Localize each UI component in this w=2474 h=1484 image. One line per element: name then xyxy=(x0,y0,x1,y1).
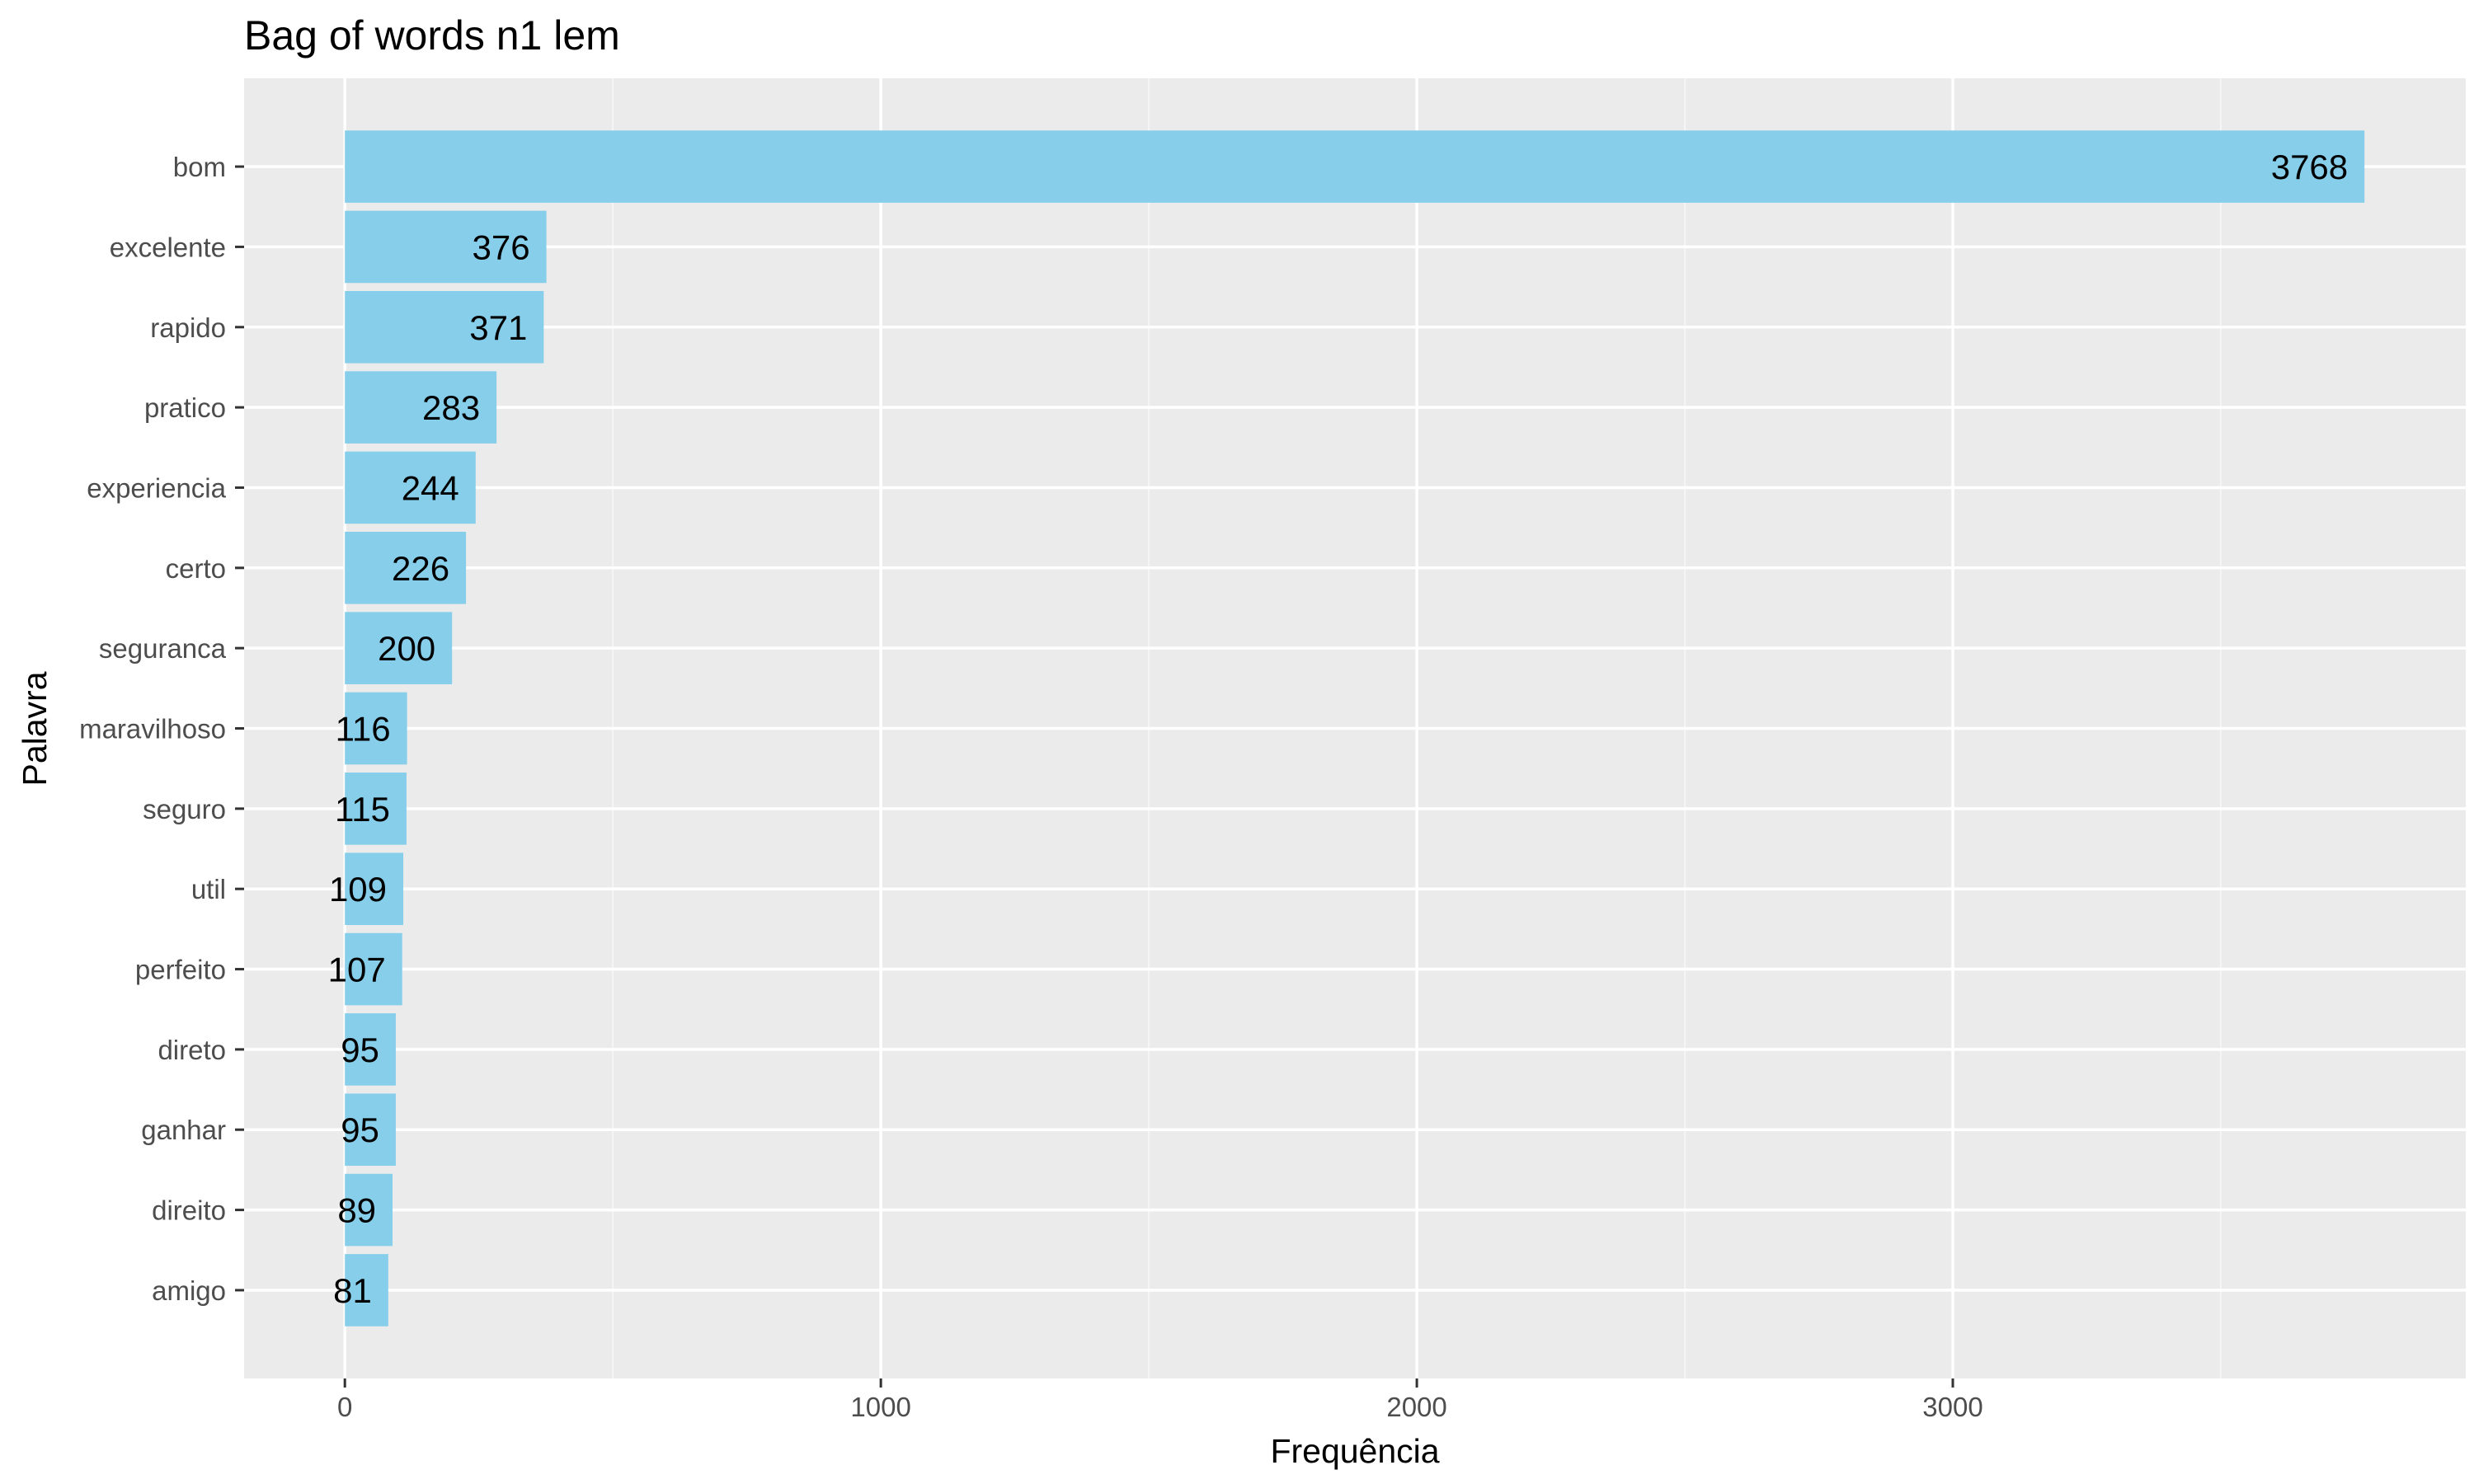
data-label: 115 xyxy=(335,790,390,829)
data-label: 376 xyxy=(472,228,529,266)
y-tick-label: maravilhoso xyxy=(79,714,226,744)
bar xyxy=(345,130,2365,203)
data-label: 200 xyxy=(378,629,435,668)
y-tick-label: seguro xyxy=(143,794,226,824)
y-axis-title: Palavra xyxy=(16,671,54,786)
y-tick-label: experiencia xyxy=(87,472,226,503)
bar xyxy=(345,1013,396,1086)
y-tick-label: util xyxy=(191,874,226,904)
bar xyxy=(345,1093,396,1167)
bar xyxy=(345,932,402,1006)
chart-title: Bag of words n1 lem xyxy=(244,12,620,59)
data-label: 95 xyxy=(341,1111,379,1149)
y-tick-label: perfeito xyxy=(135,955,226,985)
x-axis: 0 1000 2000 3000 xyxy=(337,1378,1983,1422)
bar xyxy=(345,371,497,444)
x-axis-title: Frequência xyxy=(1270,1432,1439,1470)
y-tick-label: direito xyxy=(152,1195,226,1226)
y-tick-label: direto xyxy=(158,1035,226,1065)
data-label: 283 xyxy=(422,388,480,427)
bar xyxy=(345,692,407,765)
y-tick-label: bom xyxy=(173,152,226,182)
bar xyxy=(345,532,467,604)
data-label: 226 xyxy=(392,549,449,588)
data-label: 116 xyxy=(336,710,391,749)
bar xyxy=(345,852,404,925)
data-label: 81 xyxy=(333,1271,372,1310)
x-tick-label: 1000 xyxy=(850,1392,910,1422)
data-label: 107 xyxy=(328,951,386,989)
data-label: 244 xyxy=(402,468,459,507)
x-tick-label: 0 xyxy=(337,1392,352,1422)
data-label: 89 xyxy=(337,1191,376,1230)
bar xyxy=(345,1173,393,1247)
bar xyxy=(345,773,407,845)
bar xyxy=(345,210,547,284)
data-label: 3768 xyxy=(2271,148,2348,186)
y-tick-label: pratico xyxy=(144,392,226,423)
y-tick-label: excelente xyxy=(110,232,226,262)
bar xyxy=(345,451,476,524)
y-tick-label: rapido xyxy=(150,312,226,343)
data-label: 371 xyxy=(469,308,527,347)
y-axis: bom excelente rapido pratico experiencia cert… xyxy=(79,152,244,1306)
data-label: 95 xyxy=(341,1031,379,1069)
bar xyxy=(345,612,453,684)
y-tick-label: ganhar xyxy=(141,1115,226,1145)
bar xyxy=(345,1254,388,1327)
y-tick-label: certo xyxy=(166,553,226,584)
bars xyxy=(345,130,2365,1327)
x-tick-label: 3000 xyxy=(1922,1392,1982,1422)
x-tick-label: 2000 xyxy=(1386,1392,1446,1422)
data-label: 109 xyxy=(329,870,387,909)
y-tick-label: amigo xyxy=(152,1275,226,1306)
y-tick-label: seguranca xyxy=(99,633,227,664)
bar xyxy=(345,290,544,364)
data-labels: 3768 376 371 283 244 226 200 116 115 109 107 95 95 89… xyxy=(328,148,2349,1310)
